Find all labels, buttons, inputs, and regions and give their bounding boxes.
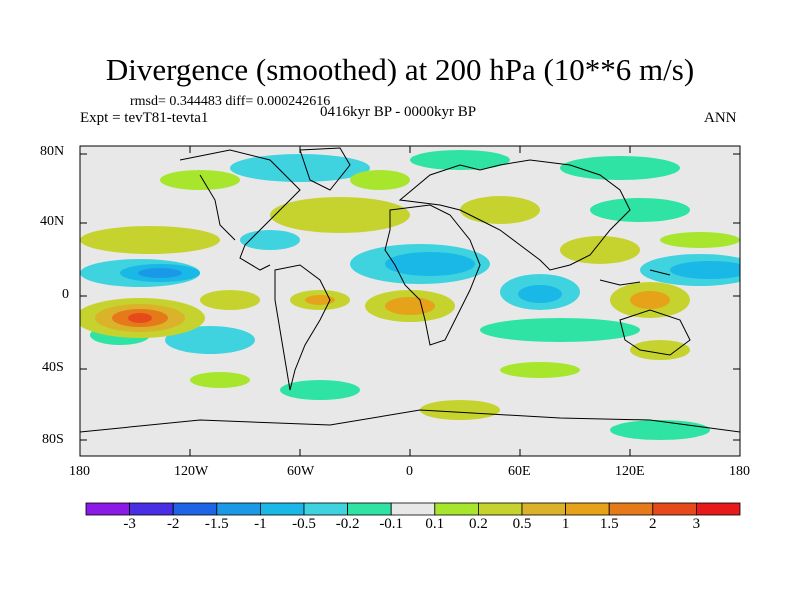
colorbar-label: -3 — [123, 516, 136, 532]
colorbar-label: 3 — [692, 516, 701, 532]
colorbar-label: 2 — [649, 516, 657, 532]
colorbar-swatch — [85, 502, 130, 516]
plot-title: Divergence (smoothed) at 200 hPa (10**6 … — [105, 52, 695, 87]
coastlines — [80, 147, 740, 433]
colorbar-swatch — [608, 502, 654, 516]
colorbar-label: -1 — [254, 516, 267, 532]
lon-tick-60w: 60W — [287, 464, 315, 479]
colorbar-swatch — [216, 502, 261, 516]
lat-tick-0: 0 — [62, 287, 69, 302]
colorbar — [85, 502, 741, 516]
lon-tick-60e: 60E — [508, 464, 531, 479]
colorbar-swatch — [172, 502, 218, 516]
colorbar-label: 0.5 — [512, 516, 532, 532]
lat-tick-80n: 80N — [40, 144, 65, 159]
colorbar-label: 1 — [561, 516, 570, 532]
colorbar-swatch — [303, 502, 348, 516]
lon-tick-120e: 120E — [615, 464, 645, 479]
lon-tick-180-left: 180 — [69, 464, 90, 479]
colorbar-label: -0.5 — [292, 516, 316, 532]
lon-tick-120w: 120W — [174, 464, 209, 479]
colorbar-label: -0.1 — [379, 516, 404, 532]
colorbar-swatch — [129, 502, 174, 516]
lat-tick-40s: 40S — [42, 360, 64, 375]
colorbar-swatch — [347, 502, 392, 516]
lon-tick-0: 0 — [406, 464, 413, 479]
colorbar-swatch — [565, 502, 610, 516]
rmsd-stats: rmsd= 0.344483 diff= 0.000242616 — [130, 94, 331, 109]
colorbar-swatch — [521, 502, 566, 516]
colorbar-swatch — [434, 502, 479, 516]
experiment-label: Expt = tevT81-tevta1 — [80, 110, 209, 126]
lon-tick-180-right: 180 — [729, 464, 750, 479]
colorbar-label: 0.2 — [469, 516, 488, 532]
colorbar-label: -2 — [166, 516, 180, 532]
lat-tick-40n: 40N — [40, 214, 65, 229]
axis-ticks — [80, 146, 740, 456]
divergence-field — [80, 147, 740, 440]
colorbar-label: -0.2 — [335, 516, 360, 532]
colorbar-swatch — [390, 502, 436, 516]
colorbar-swatch — [259, 502, 305, 516]
period-label: 0416kyr BP - 0000kyr BP — [320, 104, 477, 120]
colorbar-label: -1.5 — [204, 516, 229, 532]
season-label: ANN — [704, 110, 737, 126]
colorbar-swatch — [696, 502, 741, 516]
colorbar-swatch — [477, 502, 523, 516]
lat-tick-80s: 80S — [42, 432, 64, 447]
colorbar-label: 1.5 — [599, 516, 619, 532]
colorbar-label: 0.1 — [425, 516, 445, 532]
colorbar-swatch — [652, 502, 697, 516]
